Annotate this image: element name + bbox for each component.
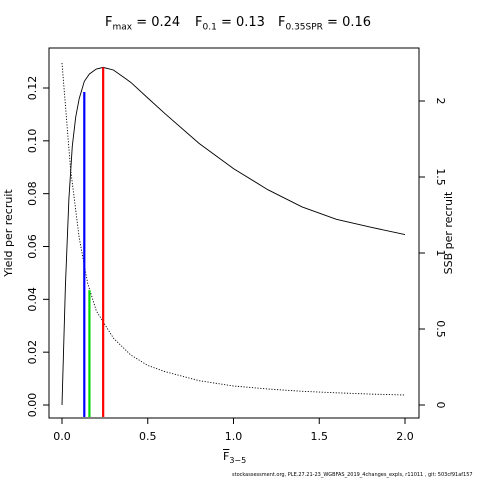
x-axis: 0.0 0.5 1.0 1.5 2.0 [53, 418, 414, 443]
x-tick-label: 2.0 [396, 430, 414, 443]
x-tick-label: 0.5 [139, 430, 157, 443]
y-right-tick-label: 0 [434, 402, 447, 409]
y-left-tick-label: 0.00 [26, 393, 39, 418]
y-left-tick-label: 0.12 [26, 76, 39, 101]
y-left-label: Yield per recruit [2, 189, 15, 278]
y-right-tick-label: 1 [434, 250, 447, 257]
y-left-tick-label: 0.08 [26, 181, 39, 206]
y-left-tick-label: 0.02 [26, 340, 39, 365]
y-axis-left: 0.00 0.02 0.04 0.06 0.08 0.10 0.12 [26, 76, 49, 418]
y-axis-right: 0 0.5 1 1.5 2 [419, 98, 447, 409]
y-right-tick-label: 1.5 [434, 168, 447, 186]
y-right-label: SSB per recruit [442, 191, 455, 274]
x-tick-label: 1.5 [311, 430, 329, 443]
x-tick-label: 1.0 [225, 430, 243, 443]
x-tick-label: 0.0 [53, 430, 71, 443]
y-right-tick-label: 2 [434, 98, 447, 105]
fmax-title: Fmax = 0.24 [105, 15, 181, 33]
ssb-curve [61, 62, 406, 396]
yield-curve [61, 66, 406, 406]
credit-text: stockassessment.org, PLE.27.21-23_WGBFAS… [232, 472, 473, 478]
plot-frame [48, 47, 420, 419]
y-left-tick-label: 0.04 [26, 287, 39, 312]
x-label: F3−5 [223, 450, 247, 466]
series-layer [61, 62, 406, 406]
y-left-tick-label: 0.06 [26, 234, 39, 259]
fspr-title: F0.35SPR = 0.16 [278, 15, 372, 33]
y-right-tick-label: 0.5 [434, 320, 447, 338]
y-left-tick-label: 0.10 [26, 129, 39, 154]
reference-lines [83, 67, 105, 417]
f01-title: F0.1 = 0.13 [195, 15, 265, 33]
